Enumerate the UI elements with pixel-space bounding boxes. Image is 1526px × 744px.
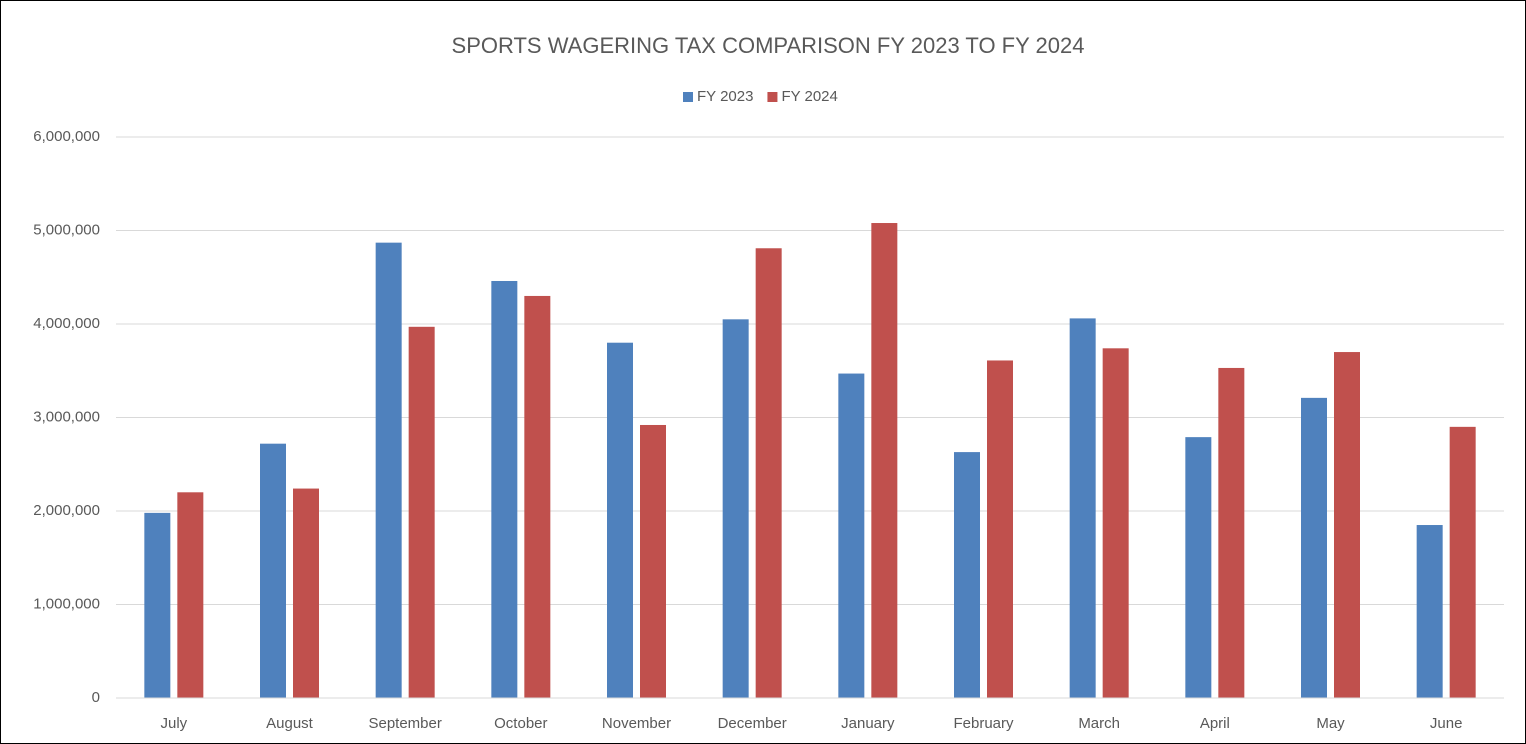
- bar: [722, 319, 749, 698]
- x-tick-label: December: [718, 715, 787, 732]
- bar: [871, 223, 898, 698]
- bar: [1334, 352, 1360, 698]
- x-tick-label: June: [1430, 715, 1463, 732]
- bar: [524, 295, 551, 698]
- y-tick-label: 5,000,000: [33, 221, 100, 238]
- y-tick-label: 4,000,000: [33, 315, 100, 332]
- x-tick-label: May: [1316, 715, 1345, 732]
- bar: [1218, 367, 1245, 698]
- y-tick-label: 6,000,000: [33, 128, 100, 145]
- bar: [1102, 348, 1129, 698]
- bar: [954, 452, 980, 698]
- bar: [1185, 437, 1212, 698]
- bar: [260, 443, 286, 698]
- bar: [1449, 426, 1476, 698]
- x-tick-label: August: [266, 715, 314, 732]
- bar: [375, 242, 402, 698]
- x-tick-label: July: [160, 715, 187, 732]
- x-tick-label: November: [602, 715, 671, 732]
- bar: [607, 342, 633, 698]
- bar: [1069, 318, 1096, 698]
- x-tick-label: October: [494, 715, 547, 732]
- legend-swatch: [767, 92, 778, 102]
- y-tick-label: 3,000,000: [33, 408, 100, 425]
- bar: [640, 424, 666, 698]
- bar: [177, 492, 204, 698]
- legend-label: FY 2024: [781, 88, 837, 105]
- bar: [408, 326, 435, 698]
- chart-title: SPORTS WAGERING TAX COMPARISON FY 2023 T…: [452, 33, 1085, 58]
- y-tick-label: 0: [92, 689, 100, 706]
- bar: [838, 373, 865, 698]
- bar: [293, 488, 319, 698]
- legend-swatch: [683, 92, 693, 102]
- bar: [1416, 525, 1443, 698]
- y-tick-label: 2,000,000: [33, 502, 100, 519]
- x-tick-label: April: [1200, 715, 1230, 732]
- x-tick-label: September: [368, 715, 441, 732]
- y-tick-label: 1,000,000: [33, 595, 100, 612]
- legend-label: FY 2023: [697, 88, 753, 105]
- x-tick-label: March: [1078, 715, 1120, 732]
- bar: [144, 512, 171, 698]
- bar: [987, 360, 1013, 698]
- bar: [491, 280, 518, 698]
- bar: [1301, 397, 1327, 698]
- bar: [755, 248, 782, 698]
- x-tick-label: January: [841, 715, 895, 732]
- x-tick-label: February: [953, 715, 1014, 732]
